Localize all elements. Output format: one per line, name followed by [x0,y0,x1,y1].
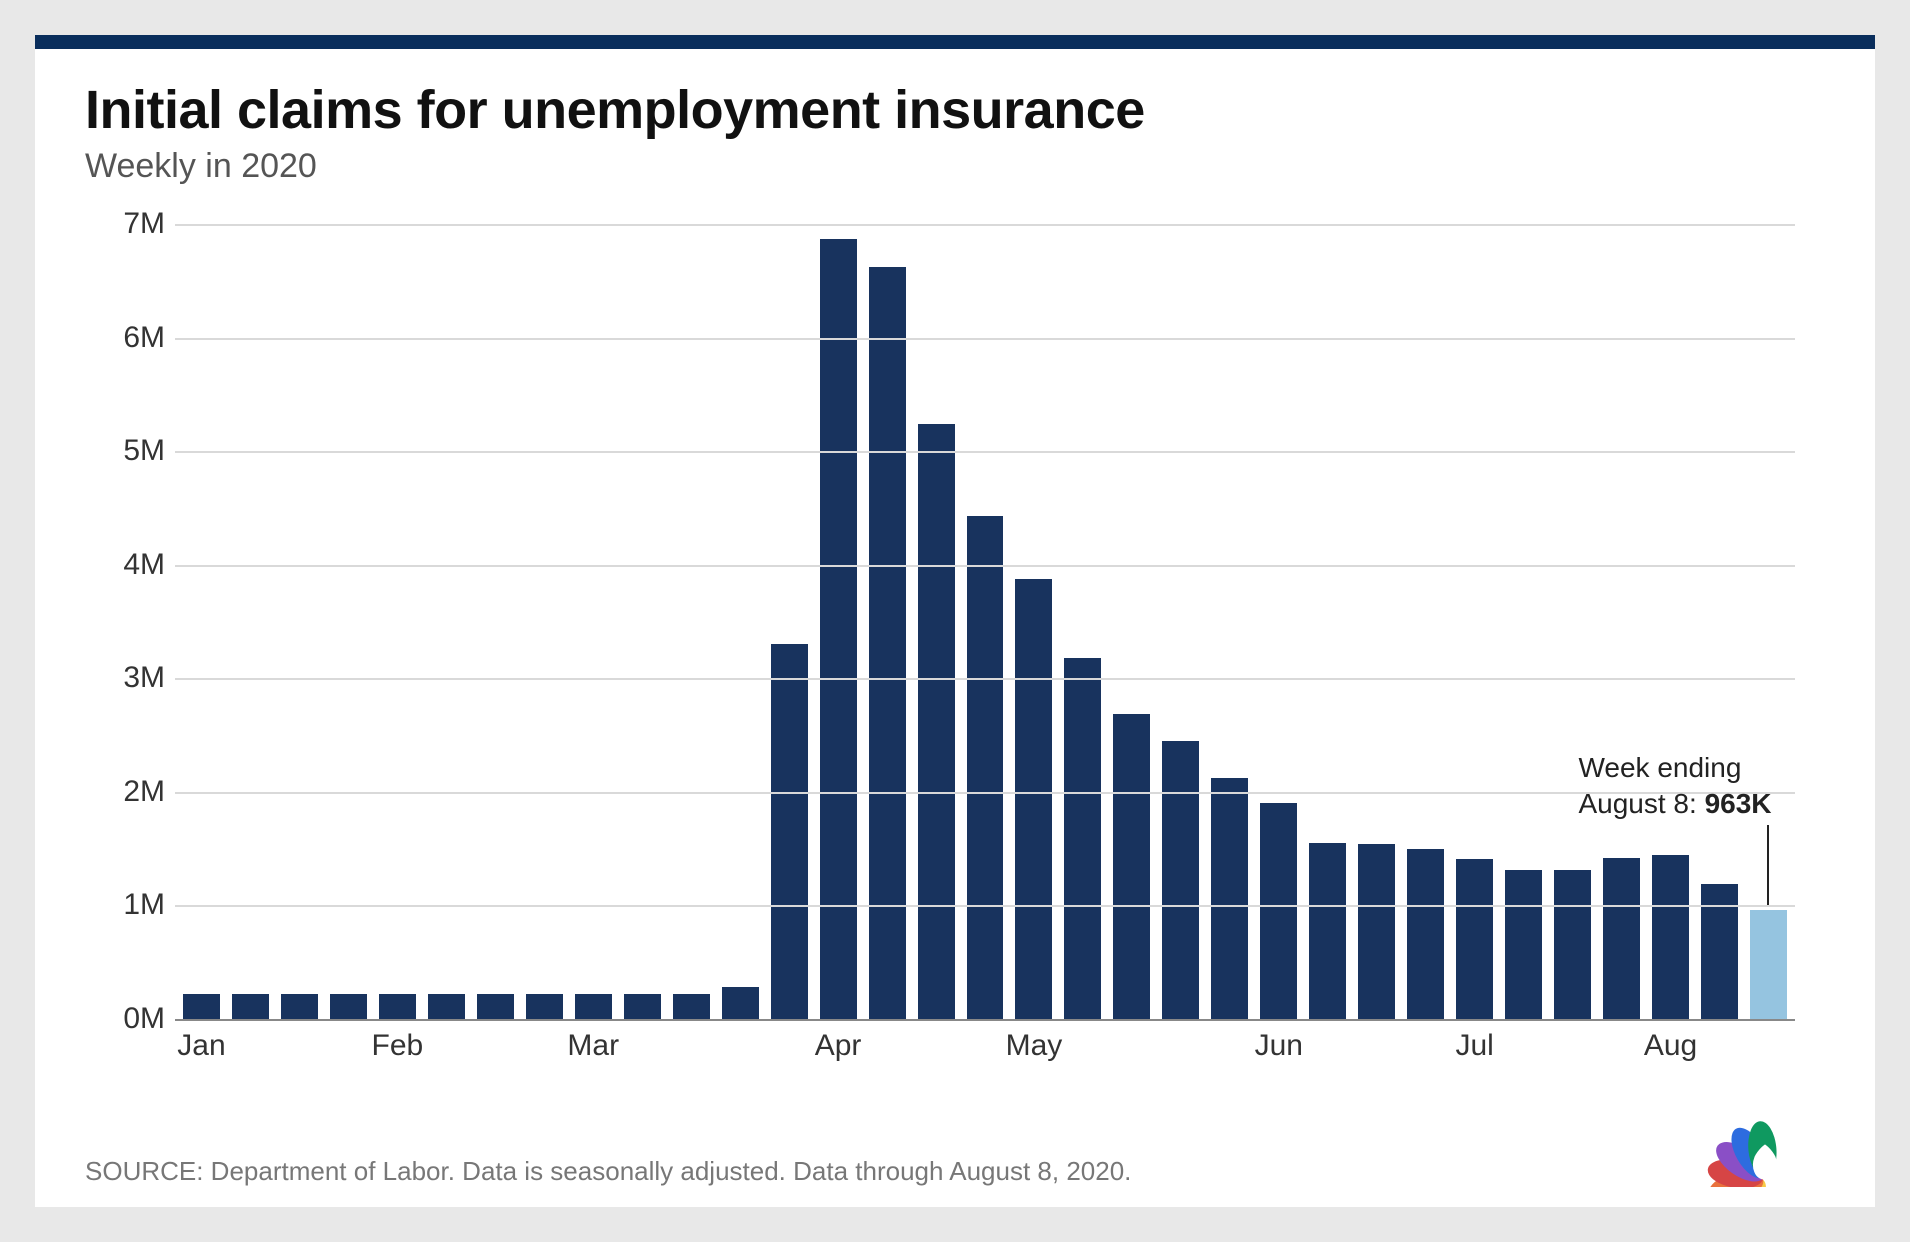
y-tick-label: 3M [87,661,165,695]
page: Initial claims for unemployment insuranc… [0,0,1910,1242]
y-tick-label: 0M [87,1002,165,1036]
x-axis: Jan Feb Mar Apr May Jun Jul Aug [175,1029,1795,1069]
gridline [175,792,1795,794]
annotation-line2: August 8: 963K [1578,786,1771,822]
annotation-leader-line [1767,825,1769,905]
bar [232,994,269,1019]
chart-title: Initial claims for unemployment insuranc… [85,79,1825,141]
bar [183,994,220,1019]
bar [379,994,416,1019]
bar [967,516,1004,1019]
bar [1505,870,1542,1019]
x-tick-label: Aug [1644,1029,1697,1063]
bar [477,994,514,1019]
y-tick-label: 6M [87,321,165,355]
bar-highlighted [1750,910,1787,1019]
bar [673,994,710,1019]
bar [1162,741,1199,1019]
source-text: SOURCE: Department of Labor. Data is sea… [85,1156,1131,1187]
x-tick-label: Jul [1455,1029,1493,1063]
gridline [175,224,1795,226]
bar [1064,658,1101,1019]
bar [1701,884,1738,1019]
footer: SOURCE: Department of Labor. Data is sea… [85,1101,1825,1187]
plot-region: 0M1M2M3M4M5M6M7M [175,224,1795,1019]
gridline [175,451,1795,453]
x-tick-label: Mar [567,1029,619,1063]
bar [281,994,318,1019]
bar [575,994,612,1019]
bar [1603,858,1640,1019]
x-tick-label: May [1006,1029,1063,1063]
bar [624,994,661,1019]
bar [428,994,465,1019]
bar [1211,778,1248,1019]
cnbc-logo-icon [1705,1109,1825,1187]
bar [1358,844,1395,1019]
bar [1309,843,1346,1019]
bar [1407,849,1444,1019]
y-tick-label: 1M [87,888,165,922]
gridline [175,338,1795,340]
bar [820,239,857,1019]
chart-subtitle: Weekly in 2020 [85,147,1825,186]
y-tick-label: 7M [87,207,165,241]
y-tick-label: 2M [87,775,165,809]
bar [1652,855,1689,1019]
x-tick-label: Apr [815,1029,862,1063]
bar [330,994,367,1019]
bar [1456,859,1493,1019]
y-tick-label: 5M [87,434,165,468]
bar [1554,870,1591,1019]
gridline [175,565,1795,567]
bar [1015,579,1052,1019]
chart-card: Initial claims for unemployment insuranc… [35,35,1875,1207]
chart-area: 0M1M2M3M4M5M6M7M Jan Feb Mar Apr May Jun Jul Au… [85,214,1825,1089]
gridline [175,905,1795,907]
x-tick-label: Jan [177,1029,225,1063]
bar [1113,714,1150,1020]
bar [771,644,808,1019]
y-tick-label: 4M [87,548,165,582]
bars-container [175,224,1795,1019]
bar [722,987,759,1019]
bar [526,994,563,1019]
last-bar-annotation: Week ending August 8: 963K [1578,750,1771,823]
gridline [175,1019,1795,1021]
gridline [175,678,1795,680]
x-tick-label: Feb [372,1029,424,1063]
bar [1260,803,1297,1019]
annotation-line1: Week ending [1578,750,1771,786]
x-tick-label: Jun [1255,1029,1303,1063]
bar [918,424,955,1019]
